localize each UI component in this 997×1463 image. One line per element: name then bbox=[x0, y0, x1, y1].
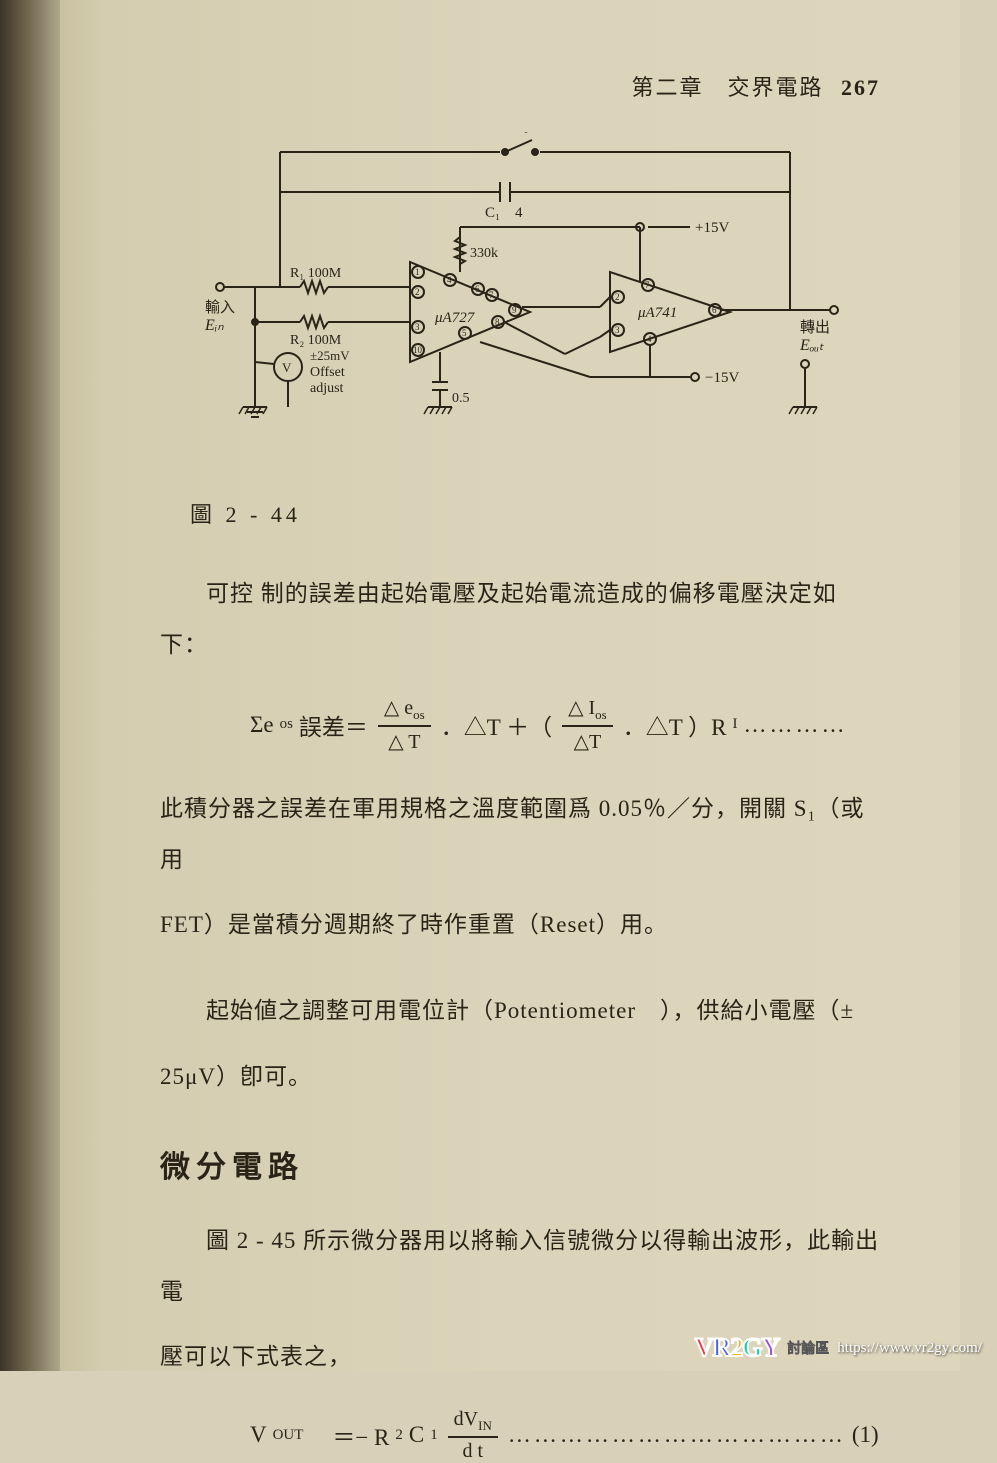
cap05: 0.5 bbox=[452, 391, 470, 406]
r2-label: R₂ 100M bbox=[290, 333, 342, 348]
paragraph-3a: 起始値之調整可用電位計（Potentiometer ），供給小電壓（± bbox=[160, 986, 880, 1037]
svg-text:3: 3 bbox=[415, 322, 420, 332]
paragraph-3b: 25μV）卽可。 bbox=[160, 1052, 880, 1103]
offset-label: Offset bbox=[310, 365, 345, 380]
input-cn: 輸入 bbox=[205, 299, 235, 316]
eq2-dots: ………………………………… bbox=[508, 1422, 846, 1448]
svg-text:7: 7 bbox=[645, 280, 650, 290]
offset-v: ±25mV bbox=[310, 348, 350, 363]
eq2-lhs-sub: OUT bbox=[273, 1427, 304, 1444]
chapter-label: 第二章 交界電路 bbox=[631, 75, 823, 100]
eq2-eq: ＝− R bbox=[309, 1418, 389, 1452]
page-content: 第二章 交界電路 267 S₁ C₁ 4 bbox=[60, 0, 960, 1371]
eq1-lhs: Σe bbox=[250, 712, 274, 738]
eq1-frac2: △ Ios △T bbox=[562, 695, 613, 754]
vplus-label: +15V bbox=[695, 220, 729, 236]
eq2-lhs: V bbox=[250, 1422, 267, 1448]
figure-caption: 圖 2 - 44 bbox=[190, 497, 880, 529]
eq1-dots: ………… bbox=[743, 712, 847, 738]
svg-text:6: 6 bbox=[475, 284, 480, 294]
svg-text:7: 7 bbox=[489, 290, 494, 300]
eq2-csub: 1 bbox=[430, 1427, 437, 1444]
paragraph-2a: 此積分器之誤差在軍用規格之溫度範圍爲 0.05％／分，開關 S₁（或用 bbox=[160, 784, 880, 885]
paragraph-1: 可控 制的誤差由起始電壓及起始電流造成的偏移電壓決定如下： bbox=[160, 569, 880, 670]
section-title: 微分電路 bbox=[160, 1142, 880, 1186]
page-header: 第二章 交界電路 267 bbox=[160, 70, 880, 102]
watermark: VR2GY 討論區 https://www.vr2gy.com/ bbox=[695, 1333, 982, 1363]
s1-label: S₁ bbox=[515, 132, 529, 134]
c1-label-val: 4 bbox=[515, 205, 523, 221]
voltmeter-icon: V bbox=[282, 360, 292, 375]
r1-label: R₁ 100M bbox=[290, 266, 342, 281]
eq1-mid1: ．△T ＋（ bbox=[441, 708, 552, 742]
output-cn: 轉出 bbox=[800, 319, 830, 336]
adjust-label: adjust bbox=[310, 381, 344, 396]
watermark-logo: VR2GY bbox=[695, 1333, 780, 1363]
svg-text:8: 8 bbox=[495, 317, 500, 327]
eq1-frac1: △ eos △ T bbox=[378, 695, 431, 754]
svg-text:10: 10 bbox=[413, 345, 423, 355]
eq2-num: (1) bbox=[852, 1422, 879, 1448]
watermark-tag: 討論區 bbox=[787, 1338, 829, 1358]
r330k-label: 330k bbox=[470, 246, 498, 261]
eq2-rsub: 2 bbox=[395, 1427, 402, 1444]
page-number: 267 bbox=[841, 75, 880, 100]
watermark-url: https://www.vr2gy.com/ bbox=[837, 1340, 982, 1357]
circuit-diagram: S₁ C₁ 4 +15V 330k bbox=[170, 132, 870, 477]
vminus-label: −15V bbox=[705, 370, 739, 386]
svg-text:5: 5 bbox=[462, 328, 467, 338]
equation-2: V OUT ＝− R 2 C1 dVIN d t ………………………………… (1) bbox=[250, 1408, 880, 1463]
svg-text:3: 3 bbox=[615, 325, 620, 335]
eq2-c: C bbox=[409, 1422, 424, 1448]
equation-1: Σeos 誤差＝ △ eos △ T ．△T ＋（ △ Ios △T ．△T ）… bbox=[250, 695, 880, 754]
svg-text:1: 1 bbox=[415, 267, 420, 277]
svg-text:4: 4 bbox=[447, 275, 452, 285]
svg-text:4: 4 bbox=[647, 334, 652, 344]
svg-text:2: 2 bbox=[415, 287, 420, 297]
eout-label: Eₒᵤₜ bbox=[799, 337, 824, 354]
ein-label: Eᵢₙ bbox=[204, 317, 224, 334]
svg-text:9: 9 bbox=[512, 305, 517, 315]
eq1-label: 誤差＝ bbox=[299, 708, 368, 742]
eq1-rsub: I bbox=[732, 716, 737, 733]
paragraph-2b: FET）是當積分週期終了時作重置（Reset）用。 bbox=[160, 900, 880, 951]
ua727-label: μA727 bbox=[434, 310, 476, 326]
ua741-label: μA741 bbox=[637, 305, 677, 321]
eq2-frac: dVIN d t bbox=[448, 1408, 498, 1463]
svg-text:2: 2 bbox=[615, 292, 620, 302]
eq1-mid2: ．△T ）R bbox=[623, 708, 727, 742]
book-binding bbox=[0, 0, 60, 1371]
eq1-lhs-sub: os bbox=[280, 716, 293, 733]
svg-text:6: 6 bbox=[712, 305, 717, 315]
paragraph-4: 圖 2 - 45 所示微分器用以將輸入信號微分以得輸出波形，此輸出電 bbox=[160, 1216, 880, 1317]
c1-label-c: C₁ bbox=[485, 205, 500, 221]
